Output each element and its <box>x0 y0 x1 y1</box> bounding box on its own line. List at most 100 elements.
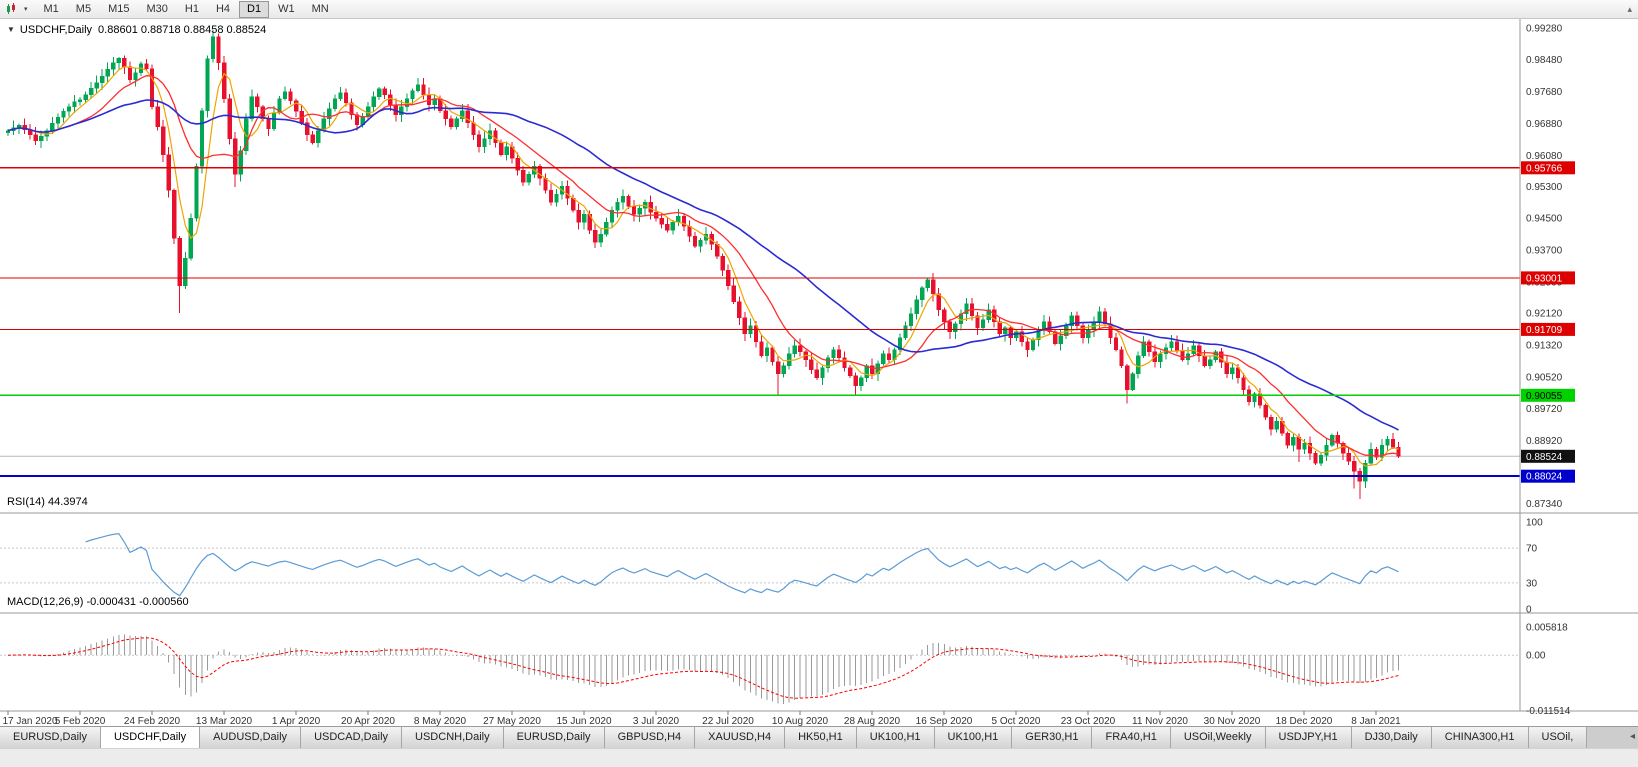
svg-text:0.93700: 0.93700 <box>1526 246 1563 257</box>
svg-text:1 Apr 2020: 1 Apr 2020 <box>272 716 321 726</box>
chart-tab-GER30-H1[interactable]: GER30,H1 <box>1012 727 1093 748</box>
pane-separators[interactable] <box>0 19 1638 712</box>
chart-tab-EURUSD-Daily[interactable]: EURUSD,Daily <box>503 727 605 748</box>
chart-title: ▼ USDCHF,Daily 0.88601 0.88718 0.88458 0.8… <box>7 24 266 36</box>
price-axis: 0.99280 0.98480 0.97680 0.96880 0.96080 0.953… <box>1526 23 1563 510</box>
chart-tab-EURUSD-Daily[interactable]: EURUSD,Daily <box>0 727 101 748</box>
chart-ohlc-values: 0.88601 0.88718 0.88458 0.88524 <box>98 24 267 36</box>
svg-text:13 Mar 2020: 13 Mar 2020 <box>196 716 253 726</box>
svg-text:0.92120: 0.92120 <box>1526 309 1563 320</box>
svg-text:0.90520: 0.90520 <box>1526 372 1563 383</box>
timeframe-button-MN[interactable]: MN <box>311 2 329 15</box>
svg-text:100: 100 <box>1526 518 1543 529</box>
svg-text:0.88524: 0.88524 <box>1526 452 1563 463</box>
horizontal-lines[interactable] <box>0 167 1520 478</box>
svg-text:30: 30 <box>1526 578 1538 589</box>
svg-text:0.89720: 0.89720 <box>1526 404 1563 415</box>
timeframe-button-M5[interactable]: M5 <box>75 2 92 15</box>
svg-text:0.94500: 0.94500 <box>1526 214 1563 225</box>
svg-text:70: 70 <box>1526 544 1538 555</box>
svg-text:16 Sep 2020: 16 Sep 2020 <box>916 716 973 726</box>
chart-tab-FRA40-H1[interactable]: FRA40,H1 <box>1092 727 1171 748</box>
price-chart-svg: 0.99280 0.98480 0.97680 0.96880 0.96080 0.953… <box>0 19 1638 726</box>
timeframe-button-H1[interactable]: H1 <box>184 2 199 15</box>
timeframe-toolbar: ▾ M1 M5 M15 M30 H1 H4 D1 W1 MN ▴ <box>0 0 1638 19</box>
timeframe-button-M1[interactable]: M1 <box>43 2 59 15</box>
svg-text:8 May 2020: 8 May 2020 <box>414 716 467 726</box>
current-price-badge <box>1521 449 1575 463</box>
bottom-strip <box>0 748 1638 767</box>
candlestick-chart-icon <box>7 3 15 14</box>
svg-text:0.93001: 0.93001 <box>1526 273 1563 284</box>
svg-text:0.99280: 0.99280 <box>1526 23 1563 34</box>
svg-text:23 Oct 2020: 23 Oct 2020 <box>1061 716 1116 726</box>
chart-tab-USOil-Weekly[interactable]: USOil,Weekly <box>1170 727 1266 748</box>
svg-text:0.95300: 0.95300 <box>1526 182 1563 193</box>
svg-text:5 Feb 2020: 5 Feb 2020 <box>55 716 106 726</box>
chevron-down-icon: ▾ <box>24 6 28 13</box>
price-badges: 0.95766 0.93001 0.91709 0.90055 0.88024 0.885… <box>1521 161 1575 483</box>
svg-text:0.00: 0.00 <box>1526 651 1546 662</box>
chart-tab-UK100-H1[interactable]: UK100,H1 <box>934 727 1013 748</box>
svg-text:3 Jul 2020: 3 Jul 2020 <box>633 716 680 726</box>
svg-text:27 May 2020: 27 May 2020 <box>483 716 541 726</box>
svg-text:0.91320: 0.91320 <box>1526 340 1563 351</box>
svg-text:22 Jul 2020: 22 Jul 2020 <box>702 716 754 726</box>
rsi-indicator-label: RSI(14) 44.3974 <box>7 496 88 508</box>
svg-text:0.96080: 0.96080 <box>1526 151 1563 162</box>
svg-text:0.98480: 0.98480 <box>1526 55 1563 66</box>
chart-tab-AUDUSD-Daily[interactable]: AUDUSD,Daily <box>200 727 302 748</box>
macd-histogram <box>13 634 1399 704</box>
svg-text:0.90055: 0.90055 <box>1526 391 1563 402</box>
timeframe-button-M30[interactable]: M30 <box>146 2 168 15</box>
svg-text:30 Nov 2020: 30 Nov 2020 <box>1204 716 1261 726</box>
collapse-arrow-icon[interactable]: ▼ <box>7 25 15 34</box>
chart-tab-USDCHF-Daily[interactable]: USDCHF,Daily <box>100 727 201 748</box>
timeframe-button-D1[interactable]: D1 <box>239 0 270 18</box>
timeframe-button-W1[interactable]: W1 <box>278 2 295 15</box>
candles <box>5 30 1401 500</box>
svg-text:24 Feb 2020: 24 Feb 2020 <box>124 716 181 726</box>
chart-tab-CHINA300-H1[interactable]: CHINA300,H1 <box>1431 727 1529 748</box>
timeframe-buttons: M1 M5 M15 M30 H1 H4 D1 W1 MN <box>36 0 338 18</box>
chart-type-dropdown[interactable]: ▾ <box>6 3 28 15</box>
timeframe-button-H4[interactable]: H4 <box>215 2 231 15</box>
tab-scroll-left-icon[interactable]: ◂ <box>1629 731 1635 742</box>
macd-axis: 0.005818 0.00 -0.011514 <box>1526 623 1571 718</box>
svg-text:0: 0 <box>1526 605 1532 616</box>
svg-text:15 Jun 2020: 15 Jun 2020 <box>556 716 611 726</box>
chart-area[interactable]: 0.99280 0.98480 0.97680 0.96880 0.96080 0.953… <box>0 19 1638 726</box>
chart-tab-XAUUSD-H4[interactable]: XAUUSD,H4 <box>695 727 786 748</box>
chart-tab-GBPUSD-H4[interactable]: GBPUSD,H4 <box>604 727 696 748</box>
svg-text:0.005818: 0.005818 <box>1526 623 1568 634</box>
chart-tab-UK100-H1[interactable]: UK100,H1 <box>856 727 935 748</box>
chart-tab-USDCAD-Daily[interactable]: USDCAD,Daily <box>301 727 403 748</box>
svg-text:10 Aug 2020: 10 Aug 2020 <box>772 716 829 726</box>
chart-tab-DJ30-Daily[interactable]: DJ30,Daily <box>1351 727 1432 748</box>
svg-text:0.96880: 0.96880 <box>1526 119 1563 130</box>
svg-text:0.88920: 0.88920 <box>1526 436 1563 447</box>
macd-signal-line <box>7 637 1399 699</box>
chart-tab-USOil[interactable]: USOil, <box>1528 727 1588 748</box>
svg-text:18 Dec 2020: 18 Dec 2020 <box>1276 716 1333 726</box>
svg-text:0.97680: 0.97680 <box>1526 87 1563 98</box>
toolbar-overflow-icon[interactable]: ▴ <box>1627 4 1632 14</box>
rsi-axis: 100 70 30 0 <box>1526 518 1543 616</box>
svg-text:8 Jan 2021: 8 Jan 2021 <box>1351 716 1401 726</box>
svg-text:20 Apr 2020: 20 Apr 2020 <box>341 716 395 726</box>
chart-tab-USDCNH-Daily[interactable]: USDCNH,Daily <box>402 727 504 748</box>
chart-tab-USDJPY-H1[interactable]: USDJPY,H1 <box>1265 727 1352 748</box>
chart-tab-HK50-H1[interactable]: HK50,H1 <box>785 727 857 748</box>
chart-symbol-period: USDCHF,Daily <box>19 24 93 36</box>
moving-averages <box>7 66 1399 467</box>
svg-text:11 Nov 2020: 11 Nov 2020 <box>1132 716 1188 726</box>
svg-text:0.87340: 0.87340 <box>1526 499 1563 510</box>
svg-text:0.91709: 0.91709 <box>1526 325 1563 336</box>
svg-text:0.95766: 0.95766 <box>1526 163 1563 174</box>
macd-indicator-label: MACD(12,26,9) -0.000431 -0.000560 <box>7 596 189 608</box>
timeframe-button-M15[interactable]: M15 <box>108 2 130 15</box>
svg-text:0.88024: 0.88024 <box>1526 472 1563 483</box>
chart-tabs-bar: EURUSD,Daily USDCHF,Daily AUDUSD,Daily USDC… <box>0 726 1638 748</box>
rsi-pane <box>0 532 1520 597</box>
